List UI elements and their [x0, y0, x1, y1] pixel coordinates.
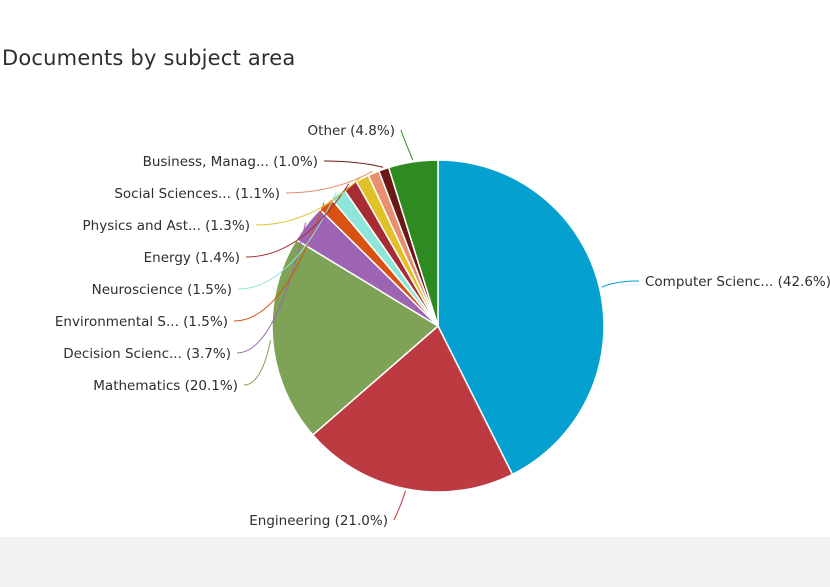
pie-slice-other[interactable] — [387, 159, 439, 327]
leader-line-computer-scienc — [601, 280, 640, 288]
pie-slice-engineering[interactable] — [311, 324, 514, 493]
slice-label-decision-scienc: Decision Scienc... (3.7%) — [63, 346, 231, 362]
slice-label-social-sciences: Social Sciences... (1.1%) — [114, 186, 280, 202]
leader-line-business-manag — [323, 160, 384, 168]
pie-slices — [271, 159, 605, 493]
pie-slice-computer-scienc[interactable] — [437, 159, 605, 476]
pie-chart: Computer Scienc... (42.6%) Engineering (2… — [55, 123, 830, 529]
chart-title: Documents by subject area — [2, 46, 296, 70]
pie-slice-mathematics[interactable] — [271, 238, 440, 437]
leader-line-environmental-s — [233, 202, 325, 322]
slice-labels: Computer Scienc... (42.6%) Engineering (2… — [55, 123, 830, 529]
slice-label-other: Other (4.8%) — [308, 123, 395, 139]
slice-label-engineering: Engineering (21.0%) — [249, 513, 388, 529]
slice-label-computer-scienc: Computer Scienc... (42.6%) — [645, 274, 830, 290]
slice-label-mathematics: Mathematics (20.1%) — [93, 378, 238, 394]
footer-band — [0, 537, 830, 587]
leader-line-other — [400, 129, 414, 161]
leader-line-engineering — [393, 490, 406, 521]
leader-line-neuroscience — [237, 192, 337, 290]
leader-line-mathematics — [243, 340, 272, 386]
slice-label-environmental-s: Environmental S... (1.5%) — [55, 314, 228, 330]
leader-line-energy — [245, 183, 350, 258]
slice-label-physics-and-ast: Physics and Ast... (1.3%) — [83, 218, 250, 234]
leader-line-decision-scienc — [236, 222, 307, 354]
slice-label-neuroscience: Neuroscience (1.5%) — [92, 282, 232, 298]
leader-lines — [233, 129, 640, 521]
leader-line-social-sciences — [285, 170, 373, 194]
slice-label-energy: Energy (1.4%) — [144, 250, 240, 266]
leader-line-physics-and-ast — [255, 176, 362, 226]
slice-label-business-manag: Business, Manag... (1.0%) — [143, 154, 318, 170]
